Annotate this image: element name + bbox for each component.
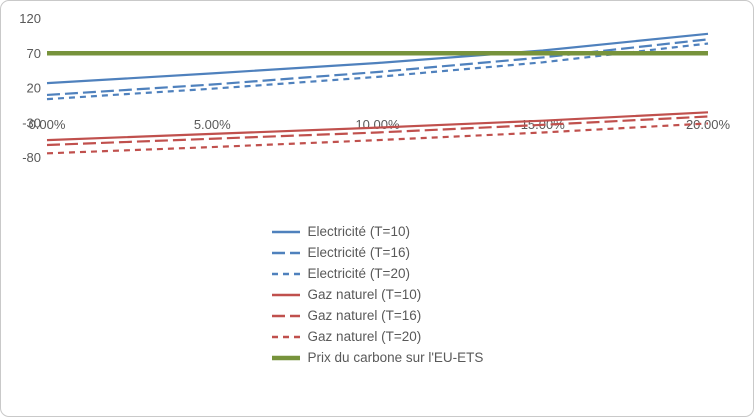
legend-label: Gaz naturel (T=10) xyxy=(307,287,422,302)
y-tick-label: 20 xyxy=(27,81,41,96)
series-line-0 xyxy=(46,32,709,85)
chart-plot-area: 0.00% 5.00% 10.00% 15.00% 20.00%1207020-30-8… xyxy=(19,11,731,165)
legend-label: Gaz naturel (T=20) xyxy=(307,329,422,344)
legend-item: Gaz naturel (T=10) xyxy=(271,284,422,305)
legend-marker-line xyxy=(271,272,300,275)
series-line-5 xyxy=(46,122,709,155)
legend-marker-line xyxy=(271,314,300,317)
series-line-2 xyxy=(46,42,709,101)
series-line-4 xyxy=(46,115,709,147)
y-tick-label: 120 xyxy=(19,11,41,26)
legend-label: Prix du carbone sur l'EU-ETS xyxy=(307,350,484,365)
series-line-1 xyxy=(46,38,709,97)
legend-item: Electricité (T=16) xyxy=(271,242,410,263)
legend-marker-line xyxy=(271,355,300,360)
legend-marker-line xyxy=(271,293,300,296)
x-tick-label: 0.00% xyxy=(29,117,66,132)
legend-item: Electricité (T=10) xyxy=(271,221,410,242)
legend-item: Gaz naturel (T=20) xyxy=(271,326,422,347)
legend-item: Gaz naturel (T=16) xyxy=(271,305,422,326)
legend-marker-line xyxy=(271,335,300,338)
legend-item: Prix du carbone sur l'EU-ETS xyxy=(271,347,484,368)
y-tick-label: 70 xyxy=(27,46,41,61)
legend-label: Electricité (T=20) xyxy=(307,266,410,281)
y-tick-label: -80 xyxy=(22,150,41,165)
legend-label: Electricité (T=16) xyxy=(307,245,410,260)
legend-marker-line xyxy=(271,230,300,233)
legend-marker-line xyxy=(271,251,300,254)
legend-label: Electricité (T=10) xyxy=(307,224,410,239)
x-tick-label: 20.00% xyxy=(686,117,731,132)
legend-label: Gaz naturel (T=16) xyxy=(307,308,422,323)
x-tick-label: 5.00% xyxy=(194,117,231,132)
y-tick-label: -30 xyxy=(22,115,41,130)
x-tick-label: 10.00% xyxy=(355,117,400,132)
chart-legend: Electricité (T=10) Electricité (T=16) Elec… xyxy=(271,221,484,368)
series-line-3 xyxy=(46,111,709,142)
legend-item: Electricité (T=20) xyxy=(271,263,410,284)
